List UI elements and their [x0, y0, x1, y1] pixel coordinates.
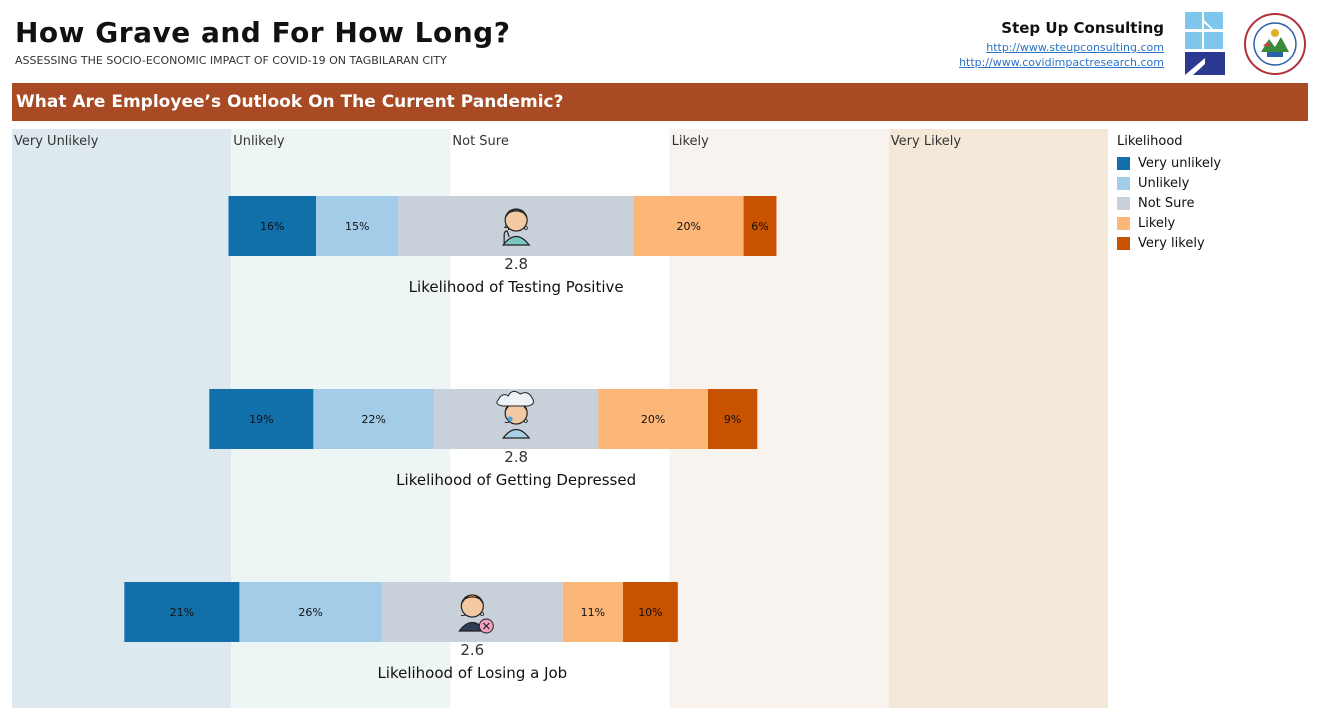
legend-swatch — [1117, 216, 1130, 230]
section-banner: What Are Employee’s Outlook On The Curre… — [12, 83, 1308, 121]
legend-label: Very unlikely — [1138, 155, 1222, 171]
city-seal-icon — [1244, 13, 1306, 75]
legend-swatch — [1117, 156, 1130, 170]
legend-item[interactable]: Not Sure — [1117, 193, 1221, 213]
bar-segment — [707, 389, 758, 449]
legend: Likelihood Very unlikely Unlikely Not Su… — [1117, 134, 1221, 253]
scale-label: Very Likely — [891, 134, 962, 149]
legend-swatch — [1117, 196, 1130, 210]
bar-segment — [562, 582, 624, 642]
bar-segment — [743, 196, 777, 256]
mean-value-label: 2.8 — [504, 255, 528, 273]
legend-item[interactable]: Unlikely — [1117, 173, 1221, 193]
bar-value-label: 15% — [345, 220, 369, 233]
bar-value-label: 20% — [641, 413, 665, 426]
bar-value-label: 19% — [249, 413, 273, 426]
coughing-person-icon — [501, 208, 531, 246]
legend-label: Likely — [1138, 215, 1176, 231]
legend-label: Unlikely — [1138, 175, 1190, 191]
bar-value-label: 6% — [751, 220, 768, 233]
bar-segment — [633, 196, 744, 256]
bar-value-label: 9% — [724, 413, 741, 426]
bar-segment — [124, 582, 240, 642]
bar-segment — [623, 582, 678, 642]
mean-value-label: 2.6 — [460, 641, 484, 659]
mean-value-label: 2.8 — [504, 448, 528, 466]
legend-label: Not Sure — [1138, 195, 1195, 211]
sad-face-cloud-icon — [496, 390, 534, 439]
bar-segment — [316, 196, 399, 256]
job-loss-person-icon — [458, 594, 494, 634]
legend-title: Likelihood — [1117, 134, 1183, 149]
legend-swatch — [1117, 176, 1130, 190]
bar-value-label: 16% — [260, 220, 284, 233]
steupconsulting-link[interactable]: http://www.steupconsulting.com — [986, 41, 1164, 54]
covidimpactresearch-link[interactable]: http://www.covidimpactresearch.com — [959, 56, 1164, 69]
legend-item[interactable]: Likely — [1117, 213, 1221, 233]
legend-label: Very likely — [1138, 235, 1205, 251]
bar-segment — [598, 389, 708, 449]
legend-item[interactable]: Very likely — [1117, 233, 1221, 253]
bar-value-label: 26% — [298, 606, 322, 619]
bar-value-label: 22% — [361, 413, 385, 426]
page-subtitle: ASSESSING THE SOCIO-ECONOMIC IMPACT OF C… — [15, 54, 447, 67]
scale-label: Not Sure — [452, 134, 508, 149]
legend-swatch — [1117, 236, 1130, 250]
bar-value-label: 20% — [677, 220, 701, 233]
row-label: Likelihood of Losing a Job — [377, 664, 567, 682]
page-title: How Grave and For How Long? — [15, 16, 511, 49]
bar-segment — [313, 389, 434, 449]
bar-segment — [239, 582, 382, 642]
legend-item[interactable]: Very unlikely — [1117, 153, 1221, 173]
step-up-logo-icon — [1185, 12, 1225, 75]
scale-label: Unlikely — [233, 134, 285, 149]
brand-name: Step Up Consulting — [1001, 19, 1164, 37]
row-label: Likelihood of Testing Positive — [409, 278, 624, 296]
scale-label: Likely — [672, 134, 710, 149]
row-label: Likelihood of Getting Depressed — [396, 471, 636, 489]
bar-value-label: 10% — [638, 606, 662, 619]
scale-band — [888, 129, 1108, 708]
scale-label: Very Unlikely — [14, 134, 99, 149]
bar-value-label: 21% — [170, 606, 194, 619]
bar-segment — [228, 196, 317, 256]
bar-segment — [209, 389, 314, 449]
banner-title: What Are Employee’s Outlook On The Curre… — [16, 92, 564, 112]
bar-value-label: 11% — [581, 606, 605, 619]
